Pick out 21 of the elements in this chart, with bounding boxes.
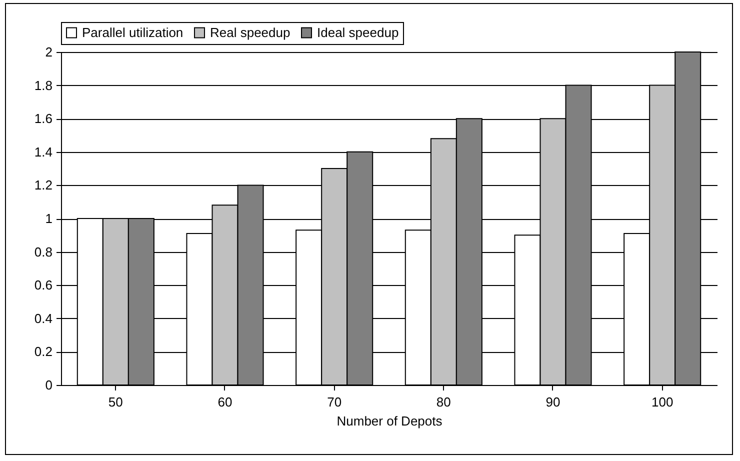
- x-tick-label: 90: [546, 394, 560, 410]
- x-axis-title: Number of Depots: [336, 414, 443, 428]
- y-tick-label: 0.6: [34, 278, 52, 293]
- x-tick-label: 60: [218, 394, 232, 410]
- legend-label: Ideal speedup: [317, 24, 399, 40]
- x-tick-label: 50: [108, 394, 123, 410]
- y-tick-label: 0.4: [34, 310, 52, 326]
- x-tick-label: 100: [651, 394, 674, 410]
- y-tick-label: 0: [45, 378, 52, 392]
- x-tick-label: 70: [327, 394, 342, 410]
- y-tick-label: 1.8: [34, 78, 52, 93]
- x-tick-label: 80: [436, 394, 451, 410]
- y-tick-label: 0.2: [34, 344, 52, 360]
- y-tick-label: 1: [45, 211, 52, 226]
- y-tick-label: 0.8: [34, 244, 52, 260]
- y-tick-label: 1.4: [34, 144, 52, 160]
- legend-label: Real speedup: [210, 24, 290, 40]
- y-tick-label: 1.6: [34, 111, 52, 126]
- legend-label: Parallel utilization: [82, 24, 184, 40]
- y-tick-label: 1.2: [34, 178, 52, 193]
- y-tick-label: 2: [45, 44, 52, 60]
